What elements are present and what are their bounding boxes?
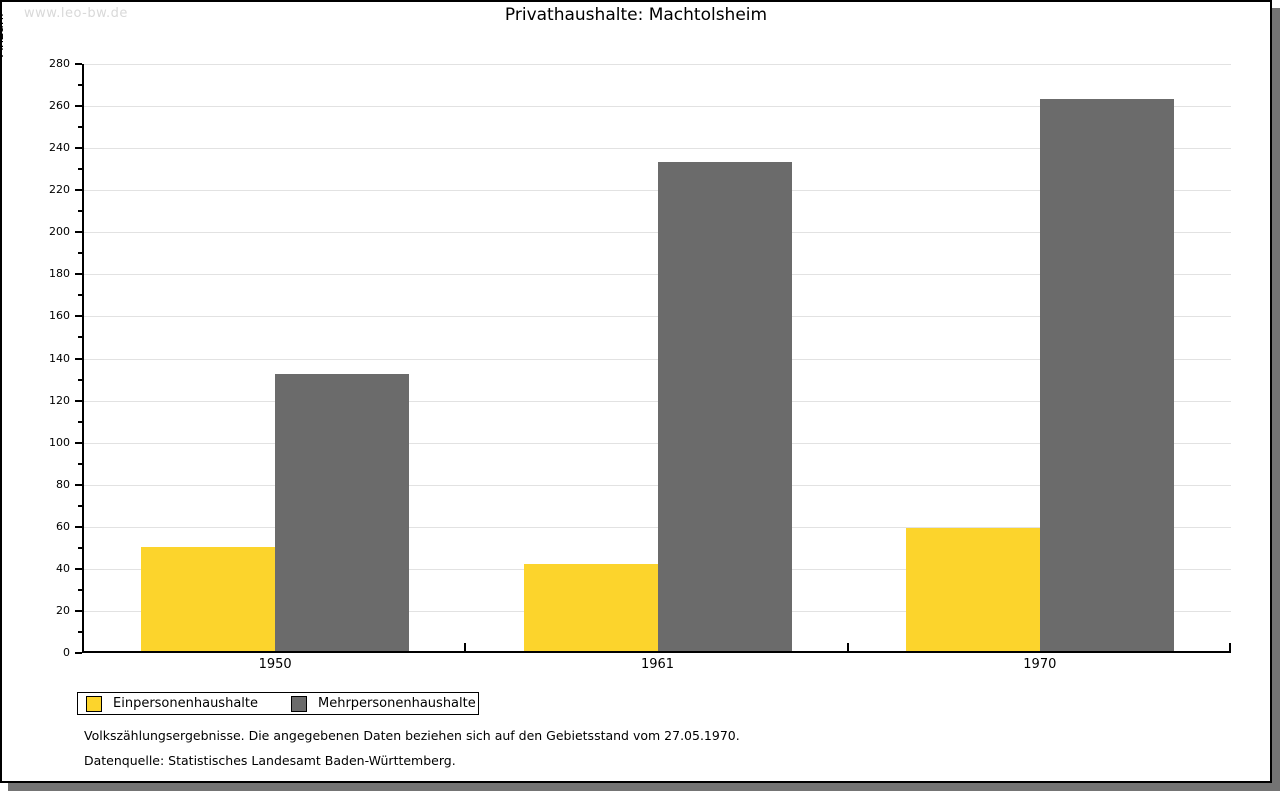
bar-chart-plot-area: 0 20 40 60 80 100 120 140 160 180 200 220 240 260 280 1… [49,57,1231,672]
x-axis-line [82,651,1231,653]
y-axis-tick-label: 0 [63,646,70,659]
y-axis-tick [75,189,82,192]
footnote-data-source: Datenquelle: Statistisches Landesamt Bad… [84,753,456,768]
bar-mehrpersonenhaushalte-1961 [657,161,792,652]
y-axis-tick-label: 20 [56,603,70,617]
gridline [84,64,1231,65]
y-axis-line [82,64,84,653]
y-axis-minor-tick [78,252,82,255]
bar-mehrpersonenhaushalte-1970 [1039,98,1174,652]
y-axis-minor-tick [78,336,82,339]
y-axis-tick-label: 160 [49,309,70,323]
y-axis-tick-label: 280 [49,57,70,70]
legend-swatch-einpersonenhaushalte [86,695,102,712]
y-axis-tick-label: 180 [49,267,70,281]
y-axis-minor-tick [78,420,82,423]
y-axis-tick-label: 100 [49,435,70,449]
y-axis-tick-label: 80 [56,477,70,491]
y-axis-tick [75,567,82,570]
y-axis-tick-label: 120 [49,393,70,407]
y-axis-tick-label: 260 [49,99,70,113]
legend-swatch-mehrpersonenhaushalte [291,695,307,712]
y-axis-tick [75,609,82,612]
y-axis-minor-tick [78,546,82,549]
gridline [84,148,1231,150]
y-axis-tick-label: 60 [56,519,70,533]
y-axis-minor-tick [78,378,82,381]
y-axis-tick [75,147,82,150]
bar-einpersonenhaushalte-1950 [141,546,276,652]
y-axis-tick-label: 140 [49,351,70,365]
legend-item-einpersonenhaushalte: Einpersonenhaushalte [86,695,258,712]
y-axis-minor-tick [78,168,82,171]
y-axis-tick-label: 220 [49,183,70,197]
x-axis-label-1961: 1961 [640,657,675,672]
bar-mehrpersonenhaushalte-1950 [275,374,410,652]
y-axis-tick-label: 240 [49,141,70,155]
y-axis-minor-tick [78,126,82,129]
y-axis-tick [75,483,82,486]
x-axis-tick [846,643,849,651]
y-axis-tick-label: 40 [56,561,70,575]
y-axis-minor-tick [78,84,82,87]
x-axis-label-1970: 1970 [1023,657,1057,672]
footnote-source-note: Volkszählungsergebnisse. Die angegebenen… [84,728,740,743]
y-axis-tick [75,315,82,318]
y-axis-minor-tick [78,630,82,633]
y-axis-title: Anzahl [0,13,7,57]
legend-label: Einpersonenhaushalte [113,696,258,711]
y-axis-minor-tick [78,504,82,507]
y-axis-minor-tick [78,210,82,213]
y-axis-tick [75,231,82,234]
x-axis-tick [464,643,467,651]
y-axis-tick [75,441,82,444]
legend-item-mehrpersonenhaushalte: Mehrpersonenhaushalte [291,695,476,712]
y-axis-minor-tick [78,588,82,591]
x-axis-tick [1229,643,1231,651]
y-axis-tick [75,525,82,528]
y-axis-tick [75,652,82,654]
bar-einpersonenhaushalte-1961 [523,563,658,652]
y-axis-tick [75,105,82,108]
gridline [84,106,1231,108]
y-axis-minor-tick [78,294,82,297]
y-axis-tick [75,399,82,402]
legend-label: Mehrpersonenhaushalte [318,696,476,711]
y-axis-tick [75,357,82,360]
watermark: www.leo-bw.de [24,6,128,21]
y-axis-tick [75,273,82,276]
chart-title: Privathaushalte: Machtolsheim [504,5,768,25]
x-axis-label-1950: 1950 [258,657,292,672]
y-axis-tick-label: 200 [49,225,70,239]
y-axis-tick [75,63,82,65]
legend: Einpersonenhaushalte Mehrpersonenhaushal… [77,692,479,715]
bar-einpersonenhaushalte-1970 [905,527,1040,652]
y-axis-minor-tick [78,462,82,465]
